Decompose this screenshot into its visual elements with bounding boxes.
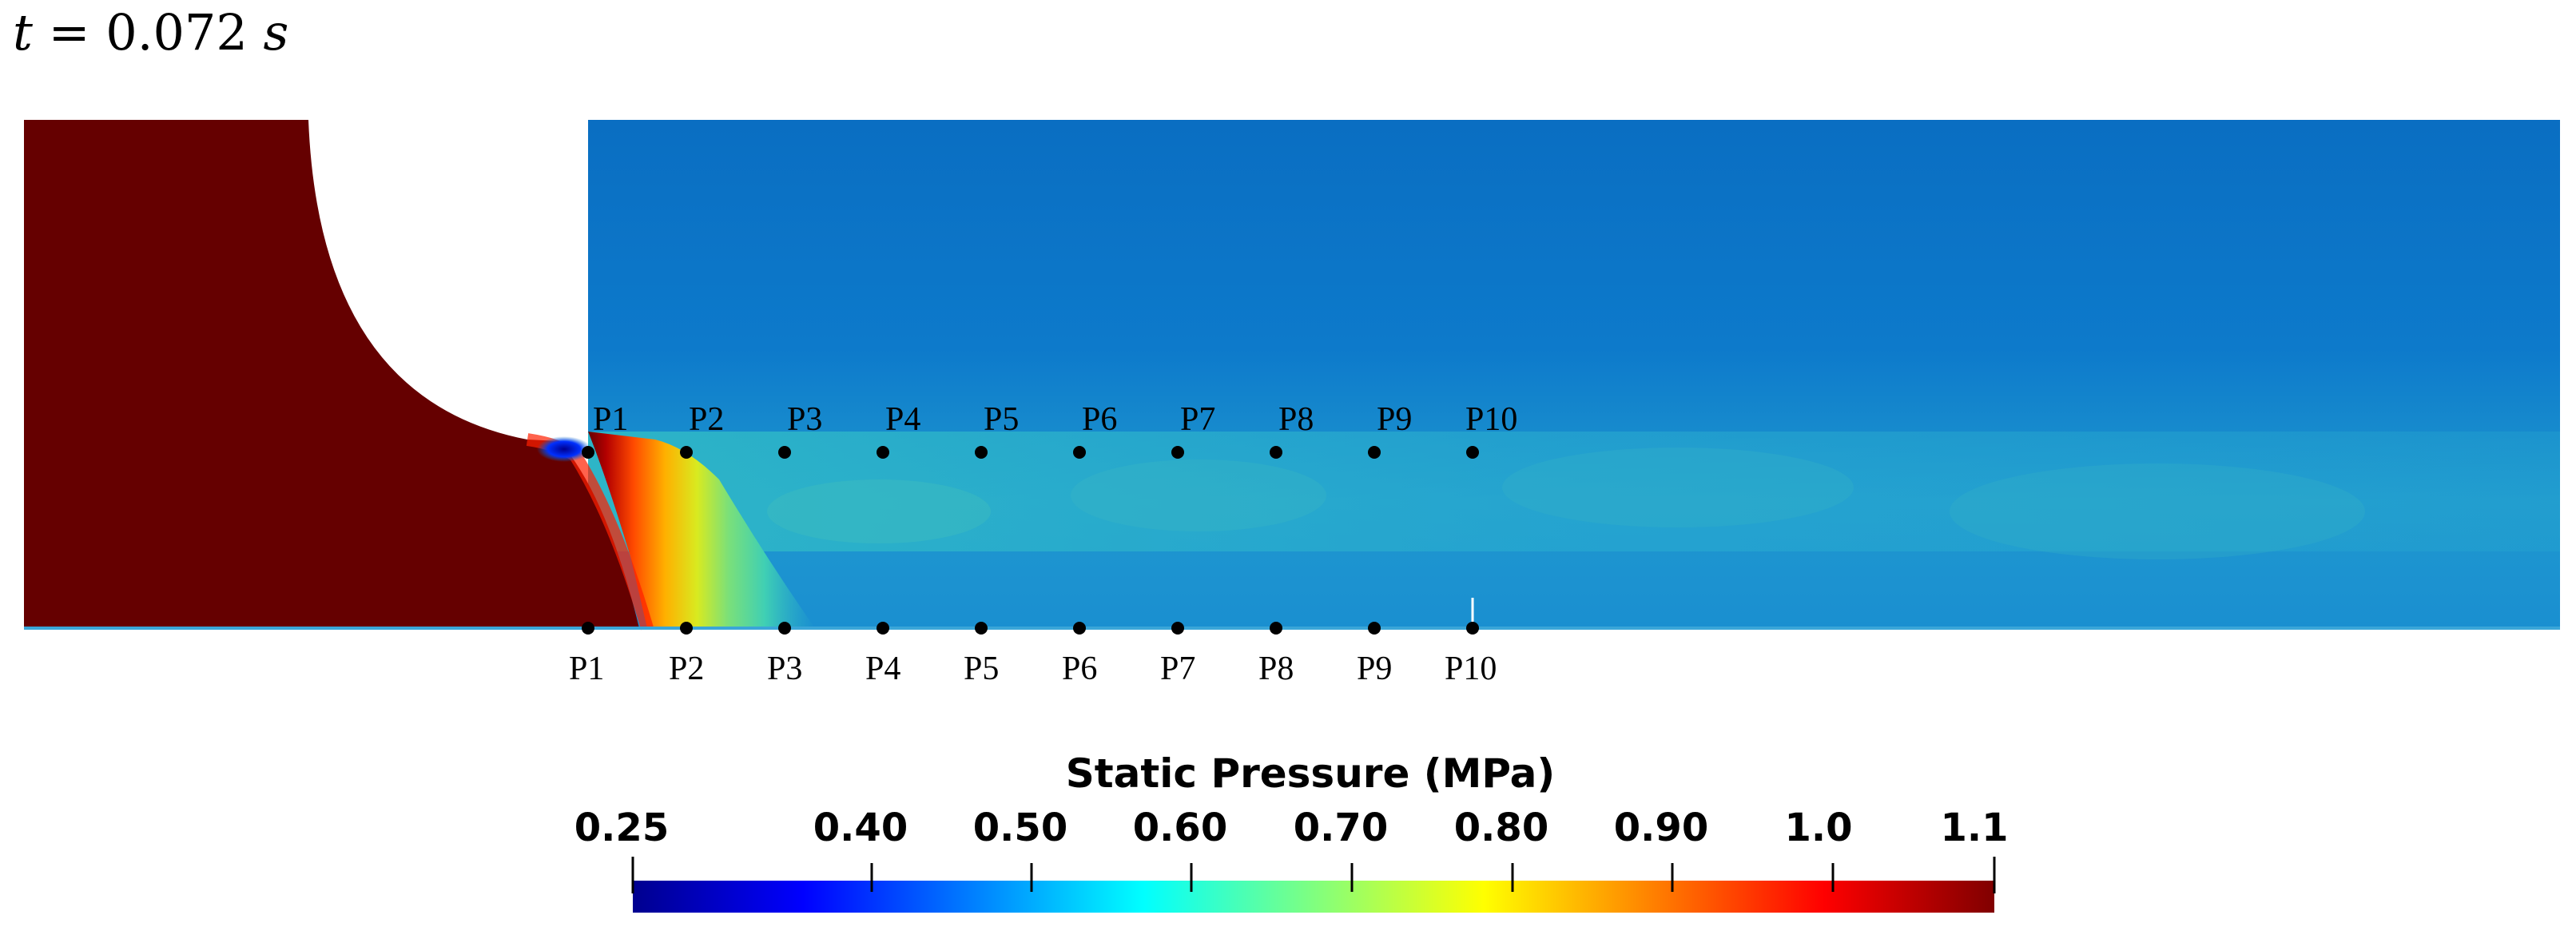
bottom-probe-dots	[582, 598, 1479, 635]
colorbar-tick-label: 0.50	[973, 806, 1067, 850]
probe-label: P8	[1258, 651, 1294, 687]
colorbar-ticks	[631, 857, 1996, 893]
probe-label: P2	[669, 651, 704, 687]
turbulent-blob	[767, 479, 991, 543]
probe-point	[1073, 622, 1086, 635]
turbulent-blob	[1502, 448, 1854, 527]
colorbar-tick-label: 1.1	[1940, 806, 2008, 850]
probe-label: P8	[1278, 401, 1314, 438]
colorbar-tick-label: 0.80	[1454, 806, 1548, 850]
colorbar-tick-label: 0.70	[1294, 806, 1388, 850]
colorbar-title: Static Pressure (MPa)	[1066, 750, 1556, 797]
probe-label: P4	[865, 651, 900, 687]
probe-label: P4	[885, 401, 920, 438]
colorbar: Static Pressure (MPa) 0.25 0.40 0.50 0.6…	[574, 750, 2009, 913]
expansion-region	[588, 432, 815, 628]
turbulent-blob	[1071, 460, 1326, 531]
probe-point	[582, 446, 594, 459]
probe-label: P6	[1082, 401, 1117, 438]
top-probe-labels: P1 P2 P3 P4 P5 P6 P7 P8 P9 P10	[593, 401, 1517, 438]
probe-point	[582, 622, 594, 635]
probe-point	[1466, 622, 1479, 635]
probe-point	[975, 446, 988, 459]
time-value: 0.072	[105, 3, 248, 62]
probe-label: P2	[689, 401, 724, 438]
time-equals: =	[32, 3, 106, 62]
probe-point	[877, 446, 889, 459]
turbulent-blob	[1950, 464, 2365, 559]
probe-point	[778, 622, 791, 635]
probe-point	[1171, 622, 1184, 635]
probe-label: P7	[1160, 651, 1195, 687]
colorbar-tick-label: 0.25	[574, 806, 669, 850]
probe-label: P9	[1377, 401, 1412, 438]
time-unit: s	[263, 3, 289, 62]
probe-label: P5	[964, 651, 999, 687]
colorbar-gradient	[633, 881, 1994, 913]
probe-label: P6	[1062, 651, 1097, 687]
probe-label: P1	[593, 401, 628, 438]
probe-point	[1368, 622, 1381, 635]
probe-point	[1073, 446, 1086, 459]
probe-label: P9	[1357, 651, 1392, 687]
flow-domain	[24, 120, 2560, 631]
probe-point	[975, 622, 988, 635]
probe-label: P10	[1465, 401, 1517, 438]
probe-label: P3	[767, 651, 802, 687]
time-variable: t	[13, 3, 33, 62]
probe-label: P1	[569, 651, 604, 687]
probe-point	[1270, 446, 1282, 459]
reservoir-region	[24, 120, 639, 628]
colorbar-tick-label: 1.0	[1784, 806, 1852, 850]
colorbar-tick-label: 0.60	[1133, 806, 1227, 850]
probe-point	[778, 446, 791, 459]
probe-point	[1368, 446, 1381, 459]
colorbar-tick-label: 0.90	[1614, 806, 1708, 850]
probe-point	[680, 622, 693, 635]
probe-point	[877, 622, 889, 635]
probe-point	[1171, 446, 1184, 459]
probe-point	[1270, 622, 1282, 635]
top-probe-dots	[582, 446, 1479, 459]
probe-label: P7	[1180, 401, 1215, 438]
probe-label: P10	[1445, 651, 1497, 687]
time-label: t = 0.072 s	[13, 3, 288, 62]
probe-label: P3	[787, 401, 822, 438]
colorbar-tick-label: 0.40	[813, 806, 908, 850]
probe-point	[1466, 446, 1479, 459]
probe-point	[680, 446, 693, 459]
separation-vortex	[537, 436, 591, 462]
probe-label: P5	[984, 401, 1019, 438]
bottom-probe-labels: P1 P2 P3 P4 P5 P6 P7 P8 P9 P10	[569, 651, 1497, 687]
